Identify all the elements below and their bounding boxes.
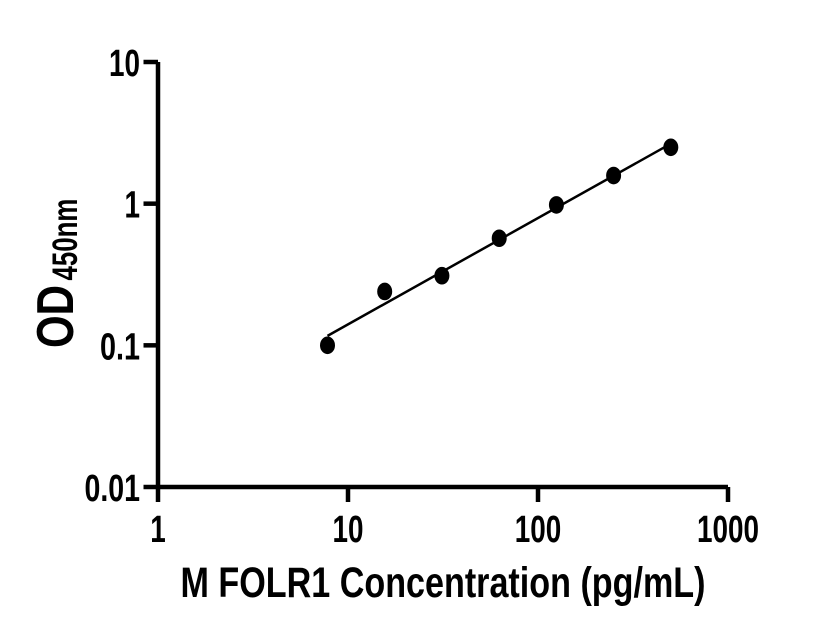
x-axis-title: M FOLR1 Concentration (pg/mL) — [181, 559, 706, 607]
data-point — [606, 166, 622, 185]
x-axis-tick-labels: 1 10 100 1000 — [150, 509, 759, 551]
data-point — [491, 229, 507, 248]
data-point — [434, 266, 450, 285]
data-point — [319, 336, 335, 355]
data-point — [548, 196, 564, 214]
data-point — [377, 282, 393, 301]
x-tick-label: 1000 — [697, 509, 759, 551]
y-tick-label: 1 — [125, 185, 141, 227]
x-axis-ticks — [155, 487, 731, 502]
y-tick-label: 10 — [109, 43, 140, 85]
x-tick-label: 100 — [515, 509, 562, 551]
y-tick-label: 0.01 — [85, 468, 141, 510]
x-tick-label: 10 — [333, 509, 364, 551]
x-tick-label: 1 — [150, 509, 166, 551]
y-axis-tick-labels: 10 1 0.1 0.01 — [85, 43, 141, 510]
y-axis-title: OD 450nm — [27, 199, 85, 348]
data-points — [319, 138, 679, 355]
y-tick-label: 0.1 — [100, 326, 140, 368]
y-axis-title-main: OD — [27, 285, 85, 348]
data-point — [663, 138, 679, 157]
y-axis-title-subscript: 450nm — [46, 199, 85, 281]
y-axis-ticks — [143, 59, 158, 490]
